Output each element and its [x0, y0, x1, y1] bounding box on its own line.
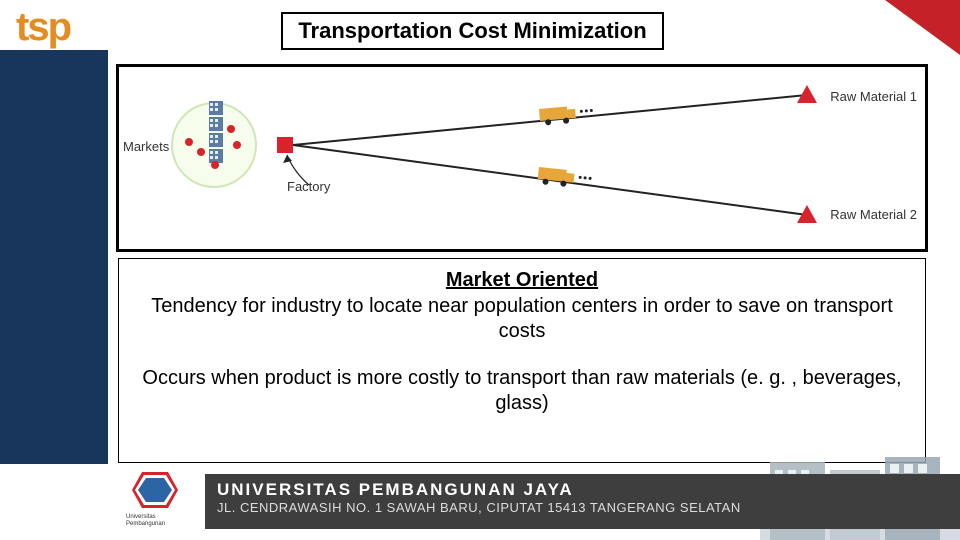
side-accent-bar: [0, 50, 108, 464]
svg-text:Universitas: Universitas: [126, 514, 156, 520]
accent-triangle: [885, 0, 960, 55]
page-title: Transportation Cost Minimization: [281, 12, 664, 50]
content-body2: Occurs when product is more costly to tr…: [141, 366, 903, 416]
diagram-label-rm1: Raw Material 1: [830, 89, 917, 104]
diagram-svg: [119, 67, 925, 249]
diagram-label-rm2: Raw Material 2: [830, 207, 917, 222]
footer-university: UNIVERSITAS PEMBANGUNAN JAYA: [217, 480, 948, 500]
diagram-label-factory: Factory: [287, 179, 330, 194]
footer-logo-icon: Universitas Pembangunan: [122, 466, 200, 528]
transport-diagram: Markets Factory Raw Material 1 Raw Mater…: [116, 64, 928, 252]
content-body1: Tendency for industry to locate near pop…: [141, 294, 903, 344]
footer-banner: UNIVERSITAS PEMBANGUNAN JAYA JL. CENDRAW…: [205, 474, 960, 529]
footer: UNIVERSITAS PEMBANGUNAN JAYA JL. CENDRAW…: [0, 464, 960, 540]
brand-logo: tsp: [16, 5, 70, 50]
content-box: Market Oriented Tendency for industry to…: [118, 258, 926, 463]
content-heading: Market Oriented: [141, 269, 903, 292]
diagram-label-markets: Markets: [123, 139, 169, 154]
footer-address: JL. CENDRAWASIH NO. 1 SAWAH BARU, CIPUTA…: [217, 500, 948, 515]
svg-text:Pembangunan: Pembangunan: [126, 521, 165, 527]
